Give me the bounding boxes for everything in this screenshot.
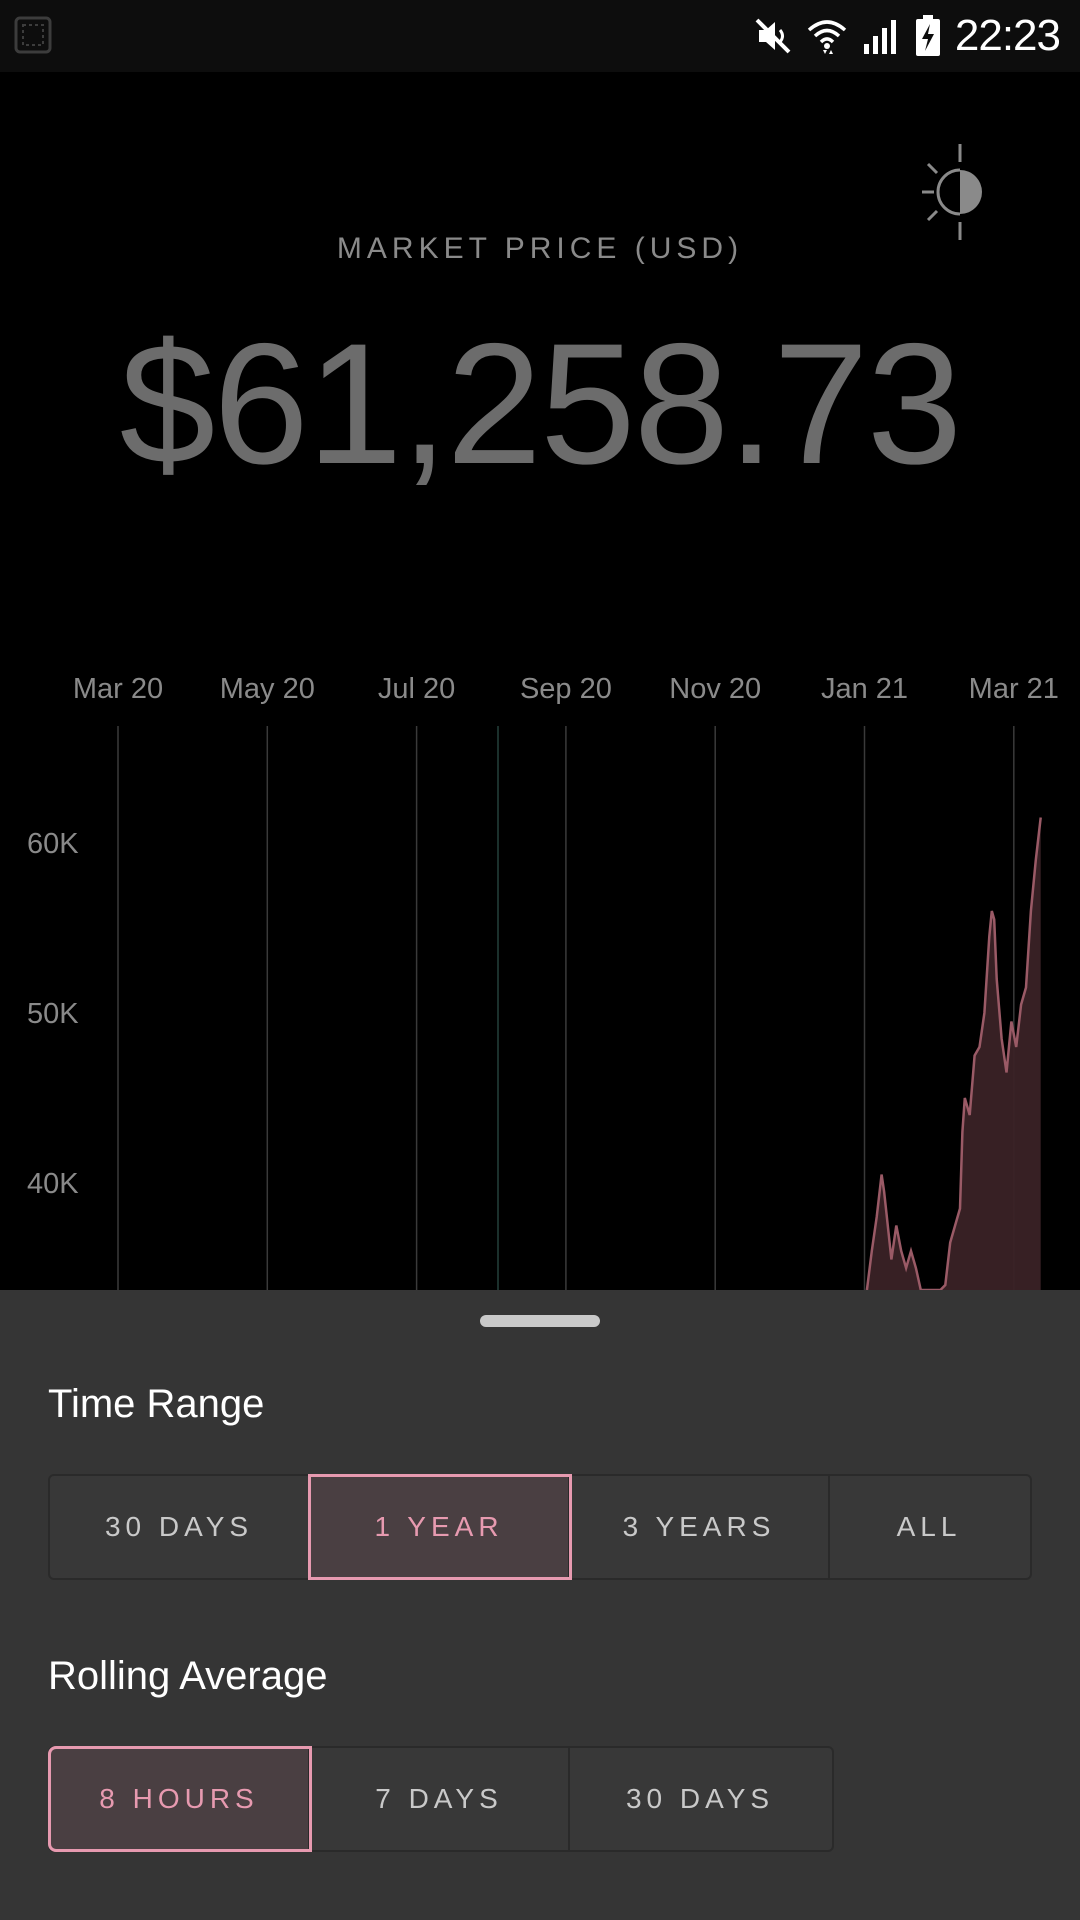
x-tick-label: Jul 20 xyxy=(378,673,455,705)
rolling-average-option-7-days[interactable]: 7 DAYS xyxy=(310,1748,570,1850)
rolling-average-title: Rolling Average xyxy=(48,1654,328,1698)
x-tick-label: Mar 21 xyxy=(969,673,1059,705)
time-range-title: Time Range xyxy=(48,1382,265,1426)
x-tick-label: Jan 21 xyxy=(821,673,908,705)
x-tick-label: Sep 20 xyxy=(520,673,612,705)
time-range-option-1-year[interactable]: 1 YEAR xyxy=(308,1474,572,1580)
x-tick-label: Mar 20 xyxy=(73,673,163,705)
wifi-icon xyxy=(807,20,847,54)
x-tick-label: May 20 xyxy=(220,673,315,705)
status-time: 22:23 xyxy=(954,11,1061,60)
market-price-label: MARKET PRICE (USD) xyxy=(336,232,744,265)
time-range-option-3-years[interactable]: 3 YEARS xyxy=(570,1476,830,1578)
price-area-fill xyxy=(866,817,1041,1290)
bottom-sheet: Time Range 30 DAYS 1 YEAR 3 YEARS ALL Ro… xyxy=(0,1290,1080,1920)
status-bar: 22:23 xyxy=(0,0,1080,72)
rolling-average-option-30-days[interactable]: 30 DAYS xyxy=(625,1783,775,1814)
screenshot-icon xyxy=(14,16,52,54)
y-tick-label: 60K xyxy=(27,828,79,860)
price-line xyxy=(865,817,1042,1290)
y-tick-label: 50K xyxy=(27,998,79,1030)
drag-handle[interactable] xyxy=(480,1315,600,1327)
time-range-option-all[interactable]: ALL xyxy=(896,1511,962,1542)
rolling-average-selector: 8 HOURS 7 DAYS 30 DAYS xyxy=(48,1746,834,1852)
mute-icon xyxy=(755,18,791,54)
brightness-icon[interactable] xyxy=(920,140,1000,244)
battery-charging-icon xyxy=(915,15,940,56)
price-chart[interactable]: Mar 20 May 20 Jul 20 Sep 20 Nov 20 Jan 21 Mar … xyxy=(0,660,1080,1290)
signal-icon xyxy=(863,20,896,54)
time-range-selector: 30 DAYS 1 YEAR 3 YEARS ALL xyxy=(48,1474,1032,1580)
current-price: $61,258.73 xyxy=(119,308,963,500)
x-tick-label: Nov 20 xyxy=(669,673,761,705)
time-range-option-30-days[interactable]: 30 DAYS xyxy=(50,1476,310,1578)
rolling-average-option-8-hours[interactable]: 8 HOURS xyxy=(48,1746,312,1852)
y-tick-label: 40K xyxy=(27,1168,79,1200)
